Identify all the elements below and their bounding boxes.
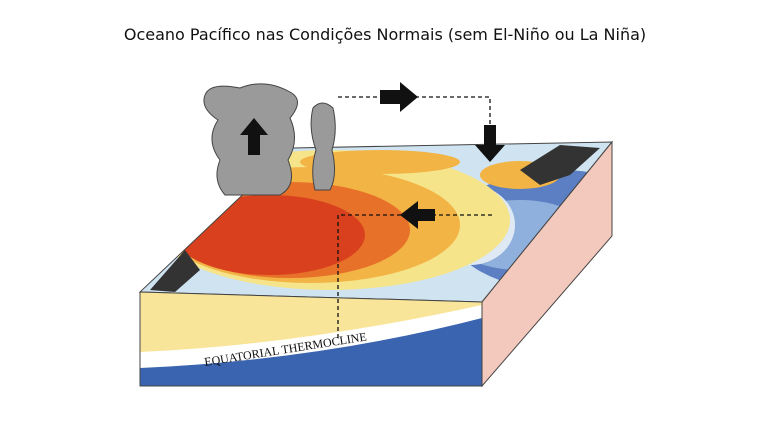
wind-arrow (380, 82, 418, 112)
title: Oceano Pacífico nas Condições Normais (s… (124, 25, 646, 44)
downdraft-arrow (475, 125, 505, 162)
sea-surface (140, 142, 612, 302)
cross-section (140, 292, 482, 386)
side-face (481, 140, 613, 388)
cloud-small (310, 102, 336, 191)
trade-wind-arrow (400, 201, 435, 229)
updraft-arrow (240, 118, 268, 155)
